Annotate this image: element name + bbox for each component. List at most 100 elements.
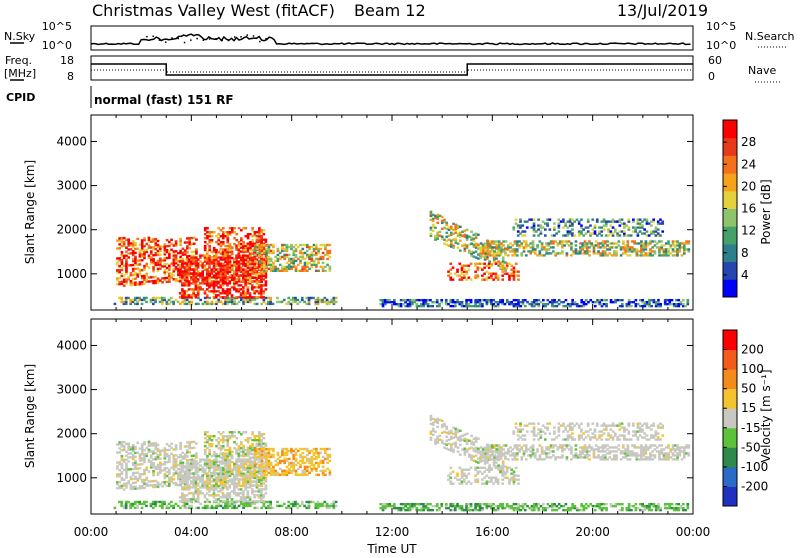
velocity-cell — [141, 463, 144, 465]
power-cell — [295, 254, 298, 256]
power-cell — [168, 265, 171, 267]
power-cell — [152, 258, 155, 260]
power-cell — [445, 222, 448, 224]
noise-dot — [247, 34, 249, 36]
power-cell — [265, 239, 268, 241]
beam-label: Beam 12 — [354, 1, 426, 20]
velocity-cell — [231, 483, 234, 485]
velocity-cell — [197, 507, 200, 509]
noise-dot — [159, 39, 161, 41]
velocity-cell — [170, 501, 173, 503]
power-colorbar-label: Power [dB] — [759, 179, 773, 244]
power-cell — [143, 283, 146, 285]
power-cell — [231, 247, 234, 249]
power-cell — [329, 266, 332, 268]
colorbar-swatch — [723, 209, 737, 227]
power-cell — [215, 277, 218, 279]
colorbar-tick-label: 24 — [741, 157, 756, 171]
power-cell — [596, 218, 599, 220]
velocity-cell — [161, 485, 164, 487]
power-cell — [671, 299, 674, 301]
power-cell — [526, 226, 529, 228]
colorbar-tick-label: 20 — [741, 179, 756, 193]
power-cell — [222, 241, 225, 243]
velocity-cell — [245, 431, 248, 433]
velocity-cell — [231, 471, 234, 473]
power-cell — [434, 227, 437, 229]
power-cell — [470, 299, 473, 301]
power-cell — [571, 228, 574, 230]
noise-dot — [209, 38, 211, 40]
power-cell — [127, 256, 130, 258]
velocity-cell — [322, 466, 325, 468]
power-cell — [441, 236, 444, 238]
power-cell — [619, 234, 622, 236]
power-cell — [215, 255, 218, 257]
power-cell — [449, 263, 452, 265]
power-cell — [505, 240, 508, 242]
cpid-value: normal (fast) 151 RF — [94, 93, 234, 107]
power-cell — [632, 218, 635, 220]
power-cell — [193, 243, 196, 245]
power-cell — [231, 253, 234, 255]
velocity-cell — [263, 437, 266, 439]
power-cell — [430, 211, 433, 213]
power-cell — [544, 228, 547, 230]
power-cell — [553, 222, 556, 224]
power-cell — [594, 224, 597, 226]
velocity-cell — [277, 452, 280, 454]
power-cell — [561, 250, 564, 252]
noise-left-label: N.Sky — [4, 30, 36, 43]
power-cell — [143, 237, 146, 239]
velocity-cell — [256, 507, 259, 509]
power-cell — [238, 275, 241, 277]
velocity-cell — [159, 458, 162, 460]
power-cell — [163, 297, 166, 299]
power-cell — [588, 254, 591, 256]
power-cell — [175, 240, 178, 242]
velocity-cell — [272, 454, 275, 456]
power-cell — [134, 256, 137, 258]
power-cell — [621, 218, 624, 220]
power-cell — [667, 240, 670, 242]
power-cell — [116, 261, 119, 263]
velocity-cell — [229, 465, 232, 467]
power-cell — [459, 249, 462, 251]
power-cell — [502, 256, 505, 258]
velocity-cell — [324, 474, 327, 476]
power-cell — [549, 228, 552, 230]
power-cell — [517, 271, 520, 273]
power-cell — [541, 242, 544, 244]
power-cell — [121, 259, 124, 261]
power-cell — [262, 296, 265, 298]
power-cell — [449, 273, 452, 275]
noise-dot — [265, 38, 267, 40]
power-cell — [121, 251, 124, 253]
power-cell — [170, 239, 173, 241]
velocity-cell — [195, 452, 198, 454]
colorbar-tick-label: 16 — [741, 202, 756, 216]
power-cell — [517, 278, 520, 280]
power-cell — [615, 250, 618, 252]
power-cell — [575, 240, 578, 242]
freq-line — [91, 64, 693, 75]
power-cell — [251, 281, 254, 283]
power-cell — [654, 250, 657, 252]
power-cell — [490, 265, 493, 267]
power-cell — [575, 244, 578, 246]
power-cell — [134, 252, 137, 254]
power-cell — [270, 258, 273, 260]
power-cell — [452, 267, 455, 269]
power-cell — [657, 299, 660, 301]
velocity-cell — [143, 449, 146, 451]
power-cell — [659, 234, 662, 236]
power-cell — [240, 237, 243, 239]
power-cell — [175, 254, 178, 256]
power-cell — [661, 230, 664, 232]
noise-dot — [178, 38, 180, 40]
velocity-cell — [233, 431, 236, 433]
velocity-cell — [152, 470, 155, 472]
velocity-cell — [206, 473, 209, 475]
power-cell — [454, 238, 457, 240]
